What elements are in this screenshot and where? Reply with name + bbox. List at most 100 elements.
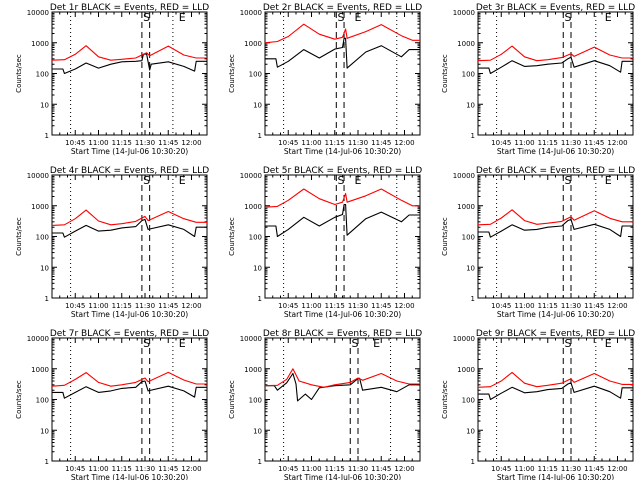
y-tick-label: 1	[471, 458, 475, 466]
y-tick-label: 1000	[244, 203, 262, 211]
lld-series-line	[477, 45, 633, 62]
y-tick-label: 1000	[31, 203, 49, 211]
y-tick-label: 1000	[457, 203, 475, 211]
event-marker-label: S	[143, 174, 150, 187]
x-tick-label: 12:00	[607, 139, 627, 147]
events-series-line	[478, 56, 633, 75]
chart-panel: Det 7r BLACK = Events, RED = LLD 1 10 100 10…	[15, 329, 209, 480]
y-tick-label: 100	[249, 71, 262, 79]
x-tick-label: 11:00	[514, 139, 534, 147]
chart-title: Det 1r BLACK = Events, RED = LLD	[50, 3, 209, 13]
x-tick-label: 11:00	[301, 302, 321, 310]
x-axis-title: Start Time (14-Jul-06 10:30:20)	[497, 473, 614, 480]
y-tick-label: 10000	[27, 9, 49, 17]
y-tick-label: 1	[471, 132, 475, 140]
x-tick-label: 10:45	[65, 465, 85, 473]
event-marker-label: S	[143, 337, 150, 350]
lld-series-line	[51, 371, 207, 387]
x-tick-label: 11:30	[135, 465, 155, 473]
y-axis-title: Counts/sec	[441, 54, 449, 93]
chart-panel: Det 2r BLACK = Events, RED = LLD 1 10 100 10…	[228, 3, 422, 156]
x-tick-label: 10:45	[65, 302, 85, 310]
y-tick-label: 100	[462, 397, 475, 405]
plot-frame	[51, 337, 208, 462]
x-tick-label: 11:30	[348, 302, 368, 310]
event-marker-label: E	[355, 174, 362, 187]
y-axis-title: Counts/sec	[441, 217, 449, 256]
x-tick-label: 11:00	[88, 139, 108, 147]
chart-title: Det 6r BLACK = Events, RED = LLD	[476, 166, 635, 176]
y-tick-label: 10	[466, 264, 475, 272]
chart-panel: Det 8r BLACK = Events, RED = LLD 1 10 100 10…	[228, 329, 422, 480]
x-tick-label: 10:45	[278, 465, 298, 473]
lld-series-line	[477, 209, 633, 226]
event-marker-label: E	[605, 11, 612, 24]
y-tick-label: 1	[258, 458, 262, 466]
y-tick-label: 10	[40, 427, 49, 435]
y-tick-label: 10	[253, 101, 262, 109]
x-tick-label: 12:00	[394, 302, 414, 310]
y-tick-label: 10	[466, 101, 475, 109]
lld-series-line	[264, 23, 420, 44]
x-tick-label: 11:30	[348, 465, 368, 473]
x-tick-label: 10:45	[491, 465, 511, 473]
y-tick-label: 1	[45, 132, 49, 140]
events-series-line	[52, 53, 207, 75]
y-tick-label: 100	[462, 71, 475, 79]
y-tick-label: 1000	[244, 366, 262, 374]
x-tick-label: 11:30	[135, 302, 155, 310]
chart-panel: Det 1r BLACK = Events, RED = LLD 1 10 100 10…	[15, 3, 209, 156]
x-axis-title: Start Time (14-Jul-06 10:30:20)	[284, 310, 401, 319]
x-tick-label: 11:00	[88, 465, 108, 473]
y-axis-title: Counts/sec	[15, 217, 23, 256]
event-marker-label: E	[179, 174, 186, 187]
x-tick-label: 10:45	[278, 302, 298, 310]
x-tick-label: 11:30	[561, 139, 581, 147]
chart-panel: Det 4r BLACK = Events, RED = LLD 1 10 100 10…	[15, 166, 209, 319]
event-marker-label: S	[565, 174, 572, 187]
x-tick-label: 11:15	[538, 302, 558, 310]
event-marker-label: E	[373, 337, 380, 350]
plot-frame	[477, 337, 634, 462]
lld-series-line	[264, 368, 420, 388]
event-marker-label: S	[338, 11, 345, 24]
chart-title: Det 2r BLACK = Events, RED = LLD	[263, 3, 422, 13]
event-marker-label: S	[565, 11, 572, 24]
x-tick-label: 11:00	[514, 465, 534, 473]
x-tick-label: 11:15	[112, 139, 132, 147]
event-marker-label: E	[355, 11, 362, 24]
y-tick-label: 10000	[453, 172, 475, 180]
x-tick-label: 11:30	[561, 465, 581, 473]
y-tick-label: 1	[471, 295, 475, 303]
y-tick-label: 100	[249, 234, 262, 242]
event-marker-label: S	[565, 337, 572, 350]
x-tick-label: 11:15	[325, 465, 345, 473]
x-tick-label: 11:45	[371, 302, 391, 310]
events-series-line	[265, 203, 420, 238]
y-tick-label: 10	[253, 427, 262, 435]
y-tick-label: 10000	[27, 172, 49, 180]
y-tick-label: 1	[45, 458, 49, 466]
events-series-line	[265, 372, 420, 402]
x-axis-title: Start Time (14-Jul-06 10:30:20)	[284, 473, 401, 480]
chart-title: Det 8r BLACK = Events, RED = LLD	[263, 329, 422, 339]
y-tick-label: 1000	[457, 40, 475, 48]
plot-frame	[477, 174, 634, 299]
plot-frame	[264, 337, 421, 462]
x-tick-label: 11:00	[514, 302, 534, 310]
chart-title: Det 3r BLACK = Events, RED = LLD	[476, 3, 635, 13]
x-tick-label: 10:45	[491, 139, 511, 147]
event-marker-label: E	[179, 337, 186, 350]
lld-series-line	[51, 209, 207, 226]
x-axis-title: Start Time (14-Jul-06 10:30:20)	[497, 147, 614, 156]
x-axis-title: Start Time (14-Jul-06 10:30:20)	[284, 147, 401, 156]
y-tick-label: 10000	[240, 335, 262, 343]
x-tick-label: 11:45	[158, 465, 178, 473]
y-tick-label: 10000	[240, 9, 262, 17]
x-tick-label: 10:45	[491, 302, 511, 310]
x-tick-label: 12:00	[181, 465, 201, 473]
y-tick-label: 10	[40, 101, 49, 109]
y-tick-label: 100	[462, 234, 475, 242]
y-tick-label: 1000	[457, 366, 475, 374]
event-marker-label: E	[179, 11, 186, 24]
